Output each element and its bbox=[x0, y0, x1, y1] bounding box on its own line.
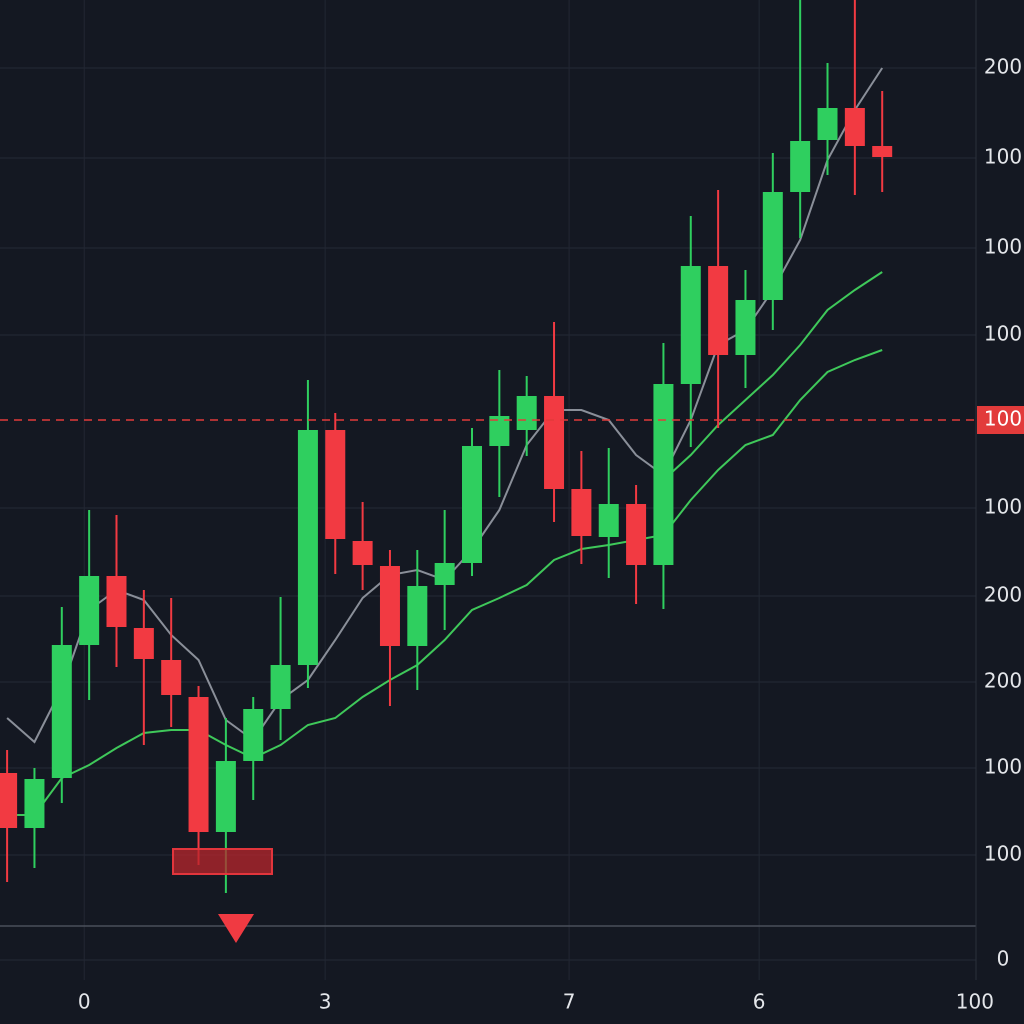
y-tick-label: 200 bbox=[984, 669, 1022, 693]
candle-body bbox=[598, 504, 619, 537]
y-tick-label: 100 bbox=[984, 145, 1022, 169]
candle-body bbox=[297, 430, 318, 665]
x-tick-label: 7 bbox=[563, 990, 576, 1014]
x-tick-label: 3 bbox=[319, 990, 332, 1014]
candle-body bbox=[489, 416, 510, 446]
price-label: 100 bbox=[984, 407, 1022, 431]
grid bbox=[0, 0, 976, 980]
y-tick-label: 100 bbox=[984, 495, 1022, 519]
candle-body bbox=[106, 576, 127, 627]
candle-body bbox=[51, 645, 72, 778]
candle-body bbox=[325, 430, 346, 539]
x-tick-label: 0 bbox=[78, 990, 91, 1014]
candle-body bbox=[215, 761, 236, 832]
candles bbox=[0, 0, 893, 893]
candle-body bbox=[680, 266, 701, 384]
candle-body bbox=[790, 141, 811, 192]
candle-body bbox=[544, 396, 565, 489]
candle-body bbox=[352, 541, 373, 565]
candle-body bbox=[462, 446, 483, 563]
candle-body bbox=[844, 108, 865, 146]
candle-body bbox=[735, 300, 756, 355]
y-tick-label: 200 bbox=[984, 583, 1022, 607]
candle-body bbox=[133, 628, 154, 659]
candle-body bbox=[762, 192, 783, 300]
candle-body bbox=[708, 266, 729, 355]
y-tick-label: 100 bbox=[984, 842, 1022, 866]
price-label-box bbox=[977, 406, 1024, 434]
signal-arrow bbox=[218, 914, 254, 943]
x-tick-label: 6 bbox=[753, 990, 766, 1014]
candle-body bbox=[161, 660, 182, 695]
candle-body bbox=[872, 146, 893, 157]
y-tick-label: 100 bbox=[984, 755, 1022, 779]
candle-body bbox=[243, 709, 264, 761]
candle-body bbox=[24, 779, 45, 828]
moving-average bbox=[662, 271, 883, 481]
y-tick-label: 100 bbox=[984, 235, 1022, 259]
candle-body bbox=[516, 396, 537, 430]
candle-body bbox=[188, 697, 209, 832]
candle-body bbox=[817, 108, 838, 140]
x-tick-label: 100 bbox=[956, 990, 994, 1014]
highlight-box bbox=[172, 848, 273, 875]
candle-body bbox=[626, 504, 647, 565]
candle-body bbox=[653, 384, 674, 565]
candle-body bbox=[571, 489, 592, 536]
candle-body bbox=[379, 566, 400, 646]
y-tick-label: 0 bbox=[997, 947, 1010, 971]
moving-average bbox=[7, 349, 883, 816]
candle-body bbox=[407, 586, 428, 646]
candle-body bbox=[434, 563, 455, 585]
candle-body bbox=[270, 665, 291, 709]
candle-body bbox=[0, 773, 18, 828]
candle-body bbox=[79, 576, 100, 645]
y-tick-label: 100 bbox=[984, 322, 1022, 346]
y-tick-label: 200 bbox=[984, 55, 1022, 79]
